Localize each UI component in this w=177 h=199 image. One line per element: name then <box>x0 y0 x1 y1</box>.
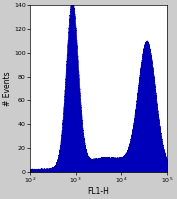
Y-axis label: # Events: # Events <box>4 71 12 106</box>
X-axis label: FL1-H: FL1-H <box>88 186 110 196</box>
